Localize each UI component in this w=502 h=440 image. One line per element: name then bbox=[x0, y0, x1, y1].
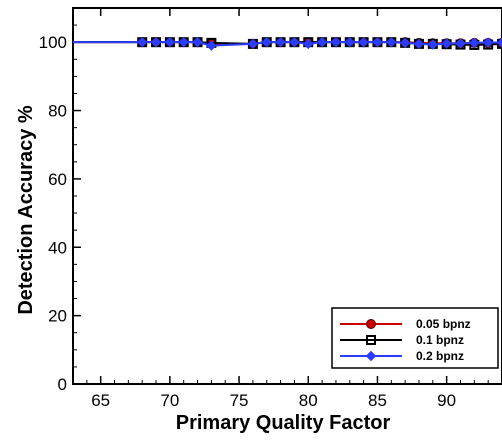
y-tick-label: 20 bbox=[48, 307, 67, 326]
legend-label: 0.1 bpnz bbox=[416, 333, 464, 347]
data-point bbox=[455, 38, 466, 49]
x-tick-label: 70 bbox=[160, 391, 179, 410]
x-axis: 65 70 75 80 85 90 bbox=[72, 8, 502, 410]
data-point bbox=[469, 37, 480, 49]
legend-swatch-marker bbox=[366, 319, 376, 329]
data-point bbox=[330, 36, 342, 48]
y-axis-title: Detection Accuracy % bbox=[15, 105, 37, 315]
y-tick-label: 100 bbox=[39, 33, 67, 52]
x-tick-label: 90 bbox=[437, 391, 456, 410]
y-axis: 0 20 40 60 80 100 bbox=[39, 7, 81, 394]
x-axis-title: Primary Quality Factor bbox=[176, 412, 391, 434]
legend-box bbox=[331, 307, 499, 369]
legend-label: 0.05 bpnz bbox=[416, 317, 471, 331]
data-point bbox=[413, 38, 425, 50]
x-tick-label: 80 bbox=[299, 391, 318, 410]
data-point bbox=[496, 37, 502, 48]
data-point bbox=[358, 36, 369, 48]
data-point bbox=[206, 40, 217, 51]
y-tick-label: 80 bbox=[48, 102, 67, 121]
data-point bbox=[497, 38, 502, 49]
data-point bbox=[150, 36, 162, 48]
data-point bbox=[441, 38, 452, 49]
y-tick-label: 60 bbox=[48, 170, 67, 189]
data-point bbox=[164, 36, 176, 48]
data-point bbox=[261, 36, 272, 48]
data-point bbox=[136, 36, 148, 48]
y-tick-label: 0 bbox=[58, 375, 67, 394]
data-point bbox=[316, 36, 328, 48]
data-point bbox=[289, 36, 300, 48]
y-tick-label: 40 bbox=[48, 238, 67, 257]
series-layer bbox=[73, 36, 502, 51]
legend: 0.05 bpnz 0.1 bpnz 0.2 bpnz bbox=[331, 307, 499, 369]
data-point bbox=[427, 39, 439, 50]
data-point bbox=[386, 36, 397, 48]
data-point bbox=[275, 36, 286, 48]
data-point bbox=[372, 36, 383, 48]
data-point bbox=[178, 36, 189, 48]
data-point bbox=[344, 36, 355, 48]
x-tick-label: 65 bbox=[91, 391, 110, 410]
series-0-2-bpnz bbox=[73, 36, 502, 51]
legend-label: 0.2 bpnz bbox=[416, 349, 464, 363]
legend-swatch-marker bbox=[366, 335, 376, 345]
data-point bbox=[482, 37, 494, 48]
legend-swatch-marker bbox=[365, 350, 377, 362]
data-point bbox=[399, 37, 411, 49]
x-tick-label: 75 bbox=[230, 391, 249, 410]
data-point bbox=[192, 36, 203, 48]
x-tick-label: 85 bbox=[368, 391, 387, 410]
data-point bbox=[247, 38, 259, 50]
data-point bbox=[303, 38, 314, 50]
